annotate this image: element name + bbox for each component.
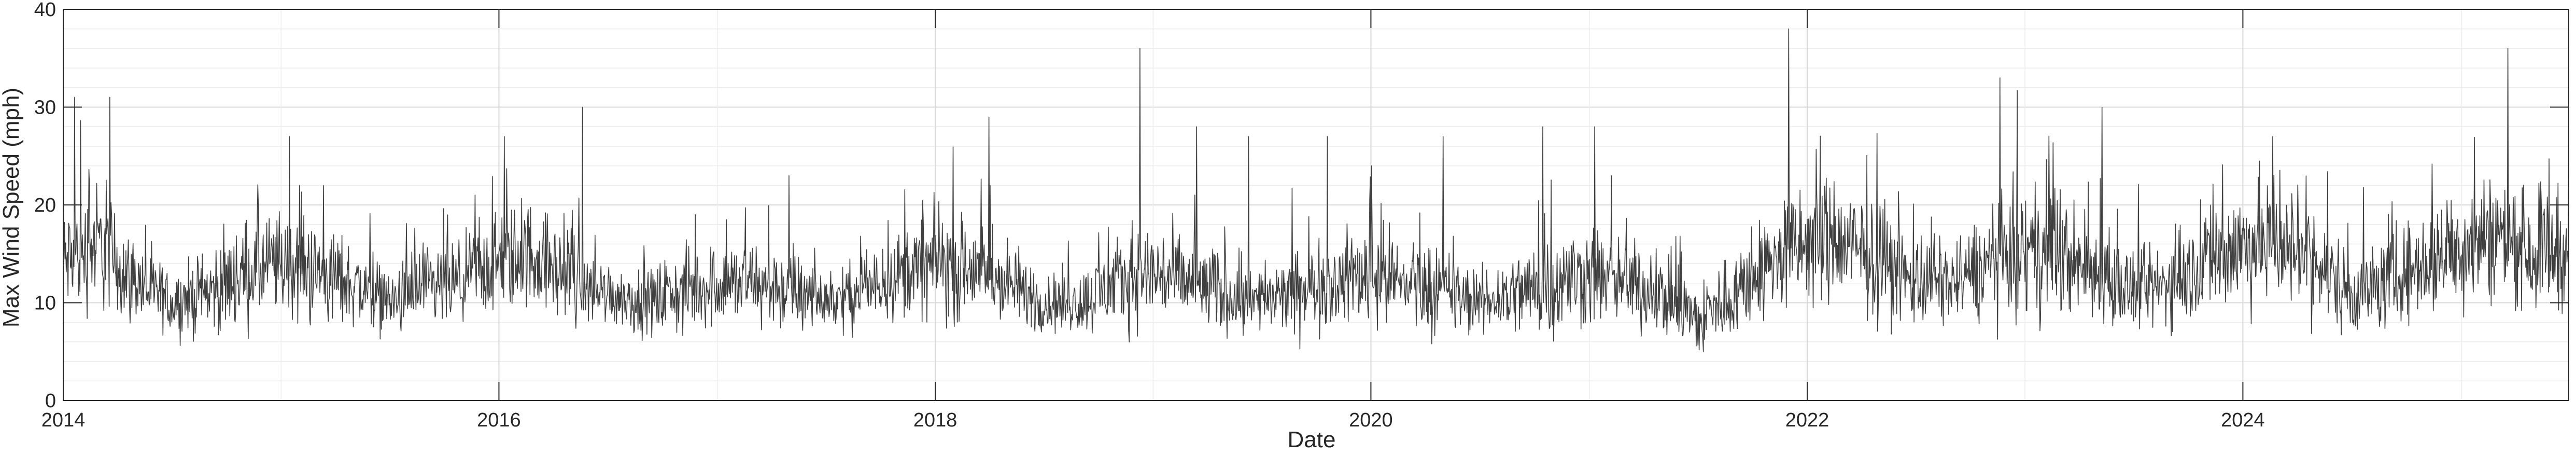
x-tick-label: 2018 (913, 409, 958, 431)
x-tick-label: 2020 (1349, 409, 1393, 431)
x-tick-label: 2024 (2221, 409, 2265, 431)
tick-labels: 0 10 20 30 40 2014 2016 2018 2020 2022 2024 (34, 0, 2265, 431)
x-tick-label: 2014 (41, 409, 86, 431)
x-axis-label: Date (1288, 427, 1336, 452)
y-axis-label: Max Wind Speed (mph) (0, 88, 24, 327)
y-tick-label: 30 (34, 97, 56, 119)
series-line-0 (63, 28, 2569, 352)
y-tick-label: 20 (34, 195, 56, 216)
y-tick-label: 0 (45, 390, 56, 412)
series-layer (63, 28, 2569, 352)
grid (63, 9, 2569, 401)
x-tick-label: 2016 (477, 409, 521, 431)
y-tick-label: 10 (34, 293, 56, 314)
x-tick-label: 2022 (1785, 409, 1829, 431)
y-tick-label: 40 (34, 0, 56, 21)
axes (63, 9, 2569, 401)
